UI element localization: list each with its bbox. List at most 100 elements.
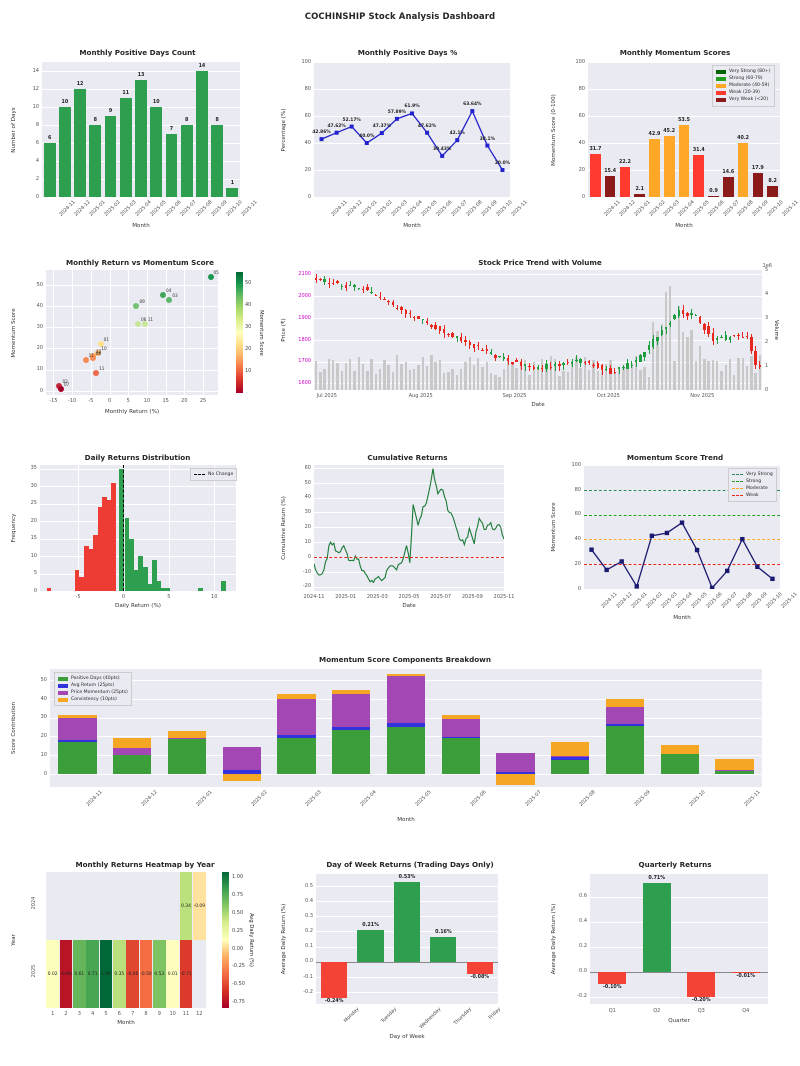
candle-body bbox=[711, 332, 715, 341]
candle-wick bbox=[422, 318, 424, 324]
bar-value-label: 1 bbox=[230, 181, 235, 186]
heatmap-value: 0.34 bbox=[181, 903, 191, 909]
x-tick-positive_days_count-9: 2025-08 bbox=[195, 200, 214, 218]
y-tick-label: 1900 bbox=[298, 314, 311, 321]
histogram-bar bbox=[165, 587, 171, 591]
legend-label: Strong (60-79) bbox=[729, 76, 763, 82]
gridline bbox=[584, 465, 780, 466]
y-tick-label: 0 bbox=[307, 193, 311, 200]
volume-bar bbox=[361, 364, 365, 390]
colorbar bbox=[222, 872, 229, 1008]
y-tick-label: 80 bbox=[304, 85, 311, 92]
point-value-label: 47.37% bbox=[372, 124, 391, 130]
x-tick-components_breakdown-3: 2025-02 bbox=[250, 790, 269, 808]
threshold-line bbox=[584, 489, 780, 491]
x-tick-label: -15 bbox=[49, 398, 58, 404]
threshold-line bbox=[584, 514, 780, 516]
gridline bbox=[590, 996, 768, 998]
y-tick-label: 50 bbox=[304, 479, 311, 486]
volume-bar bbox=[596, 371, 599, 390]
candle-body bbox=[451, 332, 454, 337]
colorbar-tick: 30 bbox=[245, 324, 252, 330]
legend-swatch bbox=[716, 83, 726, 88]
volume-bar bbox=[562, 371, 565, 390]
x-tick-label: 9 bbox=[157, 1011, 161, 1017]
candle-wick bbox=[482, 347, 484, 351]
histogram-bar bbox=[102, 496, 107, 591]
volume-bar bbox=[481, 366, 484, 390]
stacked-segment bbox=[386, 675, 426, 723]
volume-bar bbox=[630, 363, 634, 390]
candle-wick bbox=[550, 362, 552, 371]
chart-panel-return_vs_momentum: Monthly Return vs Momentum Score 0 10 20 30 4… bbox=[10, 258, 270, 433]
zero-line bbox=[316, 961, 498, 963]
volume-bar bbox=[570, 360, 574, 390]
volume-bar bbox=[498, 376, 501, 390]
legend-label: Very Strong (80+) bbox=[729, 69, 771, 74]
volume-bar bbox=[643, 366, 646, 390]
stacked-segment bbox=[277, 693, 316, 700]
x-tick-positive_days_count-3: 2025-02 bbox=[104, 200, 122, 218]
y-tick-label: 6 bbox=[35, 139, 39, 146]
stacked-segment bbox=[332, 689, 371, 695]
heatmap-cell bbox=[153, 872, 166, 940]
candle-body bbox=[596, 362, 599, 368]
candle-body bbox=[737, 334, 740, 336]
candle-body bbox=[622, 366, 625, 369]
histogram-bar bbox=[46, 587, 52, 591]
x-tick-label: 2025-05 bbox=[398, 594, 420, 600]
heatmap-value: 0.01 bbox=[167, 971, 178, 977]
y-tick-label: 0 bbox=[33, 587, 37, 594]
scatter-point-label: 01 bbox=[103, 336, 109, 342]
colorbar-tick: 20 bbox=[245, 346, 252, 352]
heatmap-cell bbox=[59, 872, 73, 940]
x-tick-label: 2024-11 bbox=[303, 594, 325, 600]
x-tick-label: Oct 2025 bbox=[596, 393, 620, 399]
volume-bar bbox=[357, 356, 360, 390]
volume-bar bbox=[477, 358, 480, 390]
candle-body bbox=[434, 324, 437, 329]
candle-body bbox=[605, 368, 608, 370]
y-tick-label: 20 bbox=[36, 345, 43, 352]
candle-wick bbox=[332, 278, 334, 285]
candle-body bbox=[340, 286, 343, 288]
legend-item: Consistency (10pts) bbox=[58, 696, 128, 703]
bar-value-label: 0.16% bbox=[435, 930, 452, 936]
scatter-point bbox=[95, 349, 102, 356]
candle-body bbox=[677, 310, 680, 316]
candle-body bbox=[664, 327, 668, 330]
chart-panel-positive_days_count: Monthly Positive Days Count 0 2 4 6 8 10 12 14 6 1… bbox=[10, 48, 265, 229]
y-tick-label: 20 bbox=[304, 524, 311, 531]
x-tick-label: 2025-07 bbox=[430, 594, 452, 600]
volume-bar bbox=[703, 359, 706, 390]
chart-panel-cumulative_returns: Cumulative Returns -20 -10 0 10 20 30 40 50 60 202… bbox=[280, 453, 535, 628]
gridline bbox=[588, 62, 780, 63]
chart-panel-momentum_trend: Momentum Score Trend 0 20 40 60 80 100 Very Str… bbox=[550, 453, 800, 628]
heatmap-cell bbox=[193, 872, 206, 940]
gridline bbox=[40, 486, 236, 487]
stacked-segment bbox=[496, 752, 535, 773]
x-tick-components_breakdown-12: 2025-11 bbox=[743, 790, 762, 808]
chart-title-monthly_heatmap: Monthly Returns Heatmap by Year bbox=[75, 860, 215, 869]
volume-bar bbox=[468, 357, 471, 390]
histogram-bar bbox=[74, 570, 80, 591]
legend-item: Very Strong (80+) bbox=[716, 68, 771, 75]
bar-value-label: 2.1 bbox=[635, 187, 644, 193]
heatmap-cell bbox=[139, 872, 153, 940]
y-tick-label: 20 bbox=[304, 166, 311, 173]
candle-body bbox=[344, 284, 348, 289]
candle-body bbox=[720, 336, 723, 338]
volume-bar bbox=[541, 359, 544, 390]
y-tick-label: 25 bbox=[30, 500, 37, 507]
stacked-segment bbox=[167, 730, 207, 738]
heatmap-cell bbox=[59, 940, 73, 1008]
y-tick-label: 1800 bbox=[298, 336, 311, 343]
heatmap-cell bbox=[99, 872, 113, 940]
candle-body bbox=[626, 363, 629, 369]
zero-line bbox=[590, 971, 768, 973]
colorbar-tick: 0.75 bbox=[232, 891, 244, 898]
candle-body bbox=[353, 285, 356, 287]
y-axis-label-positive_days_pct: Percentage (%) bbox=[281, 108, 287, 151]
stacked-segment bbox=[551, 755, 590, 758]
candle-body bbox=[588, 361, 591, 364]
